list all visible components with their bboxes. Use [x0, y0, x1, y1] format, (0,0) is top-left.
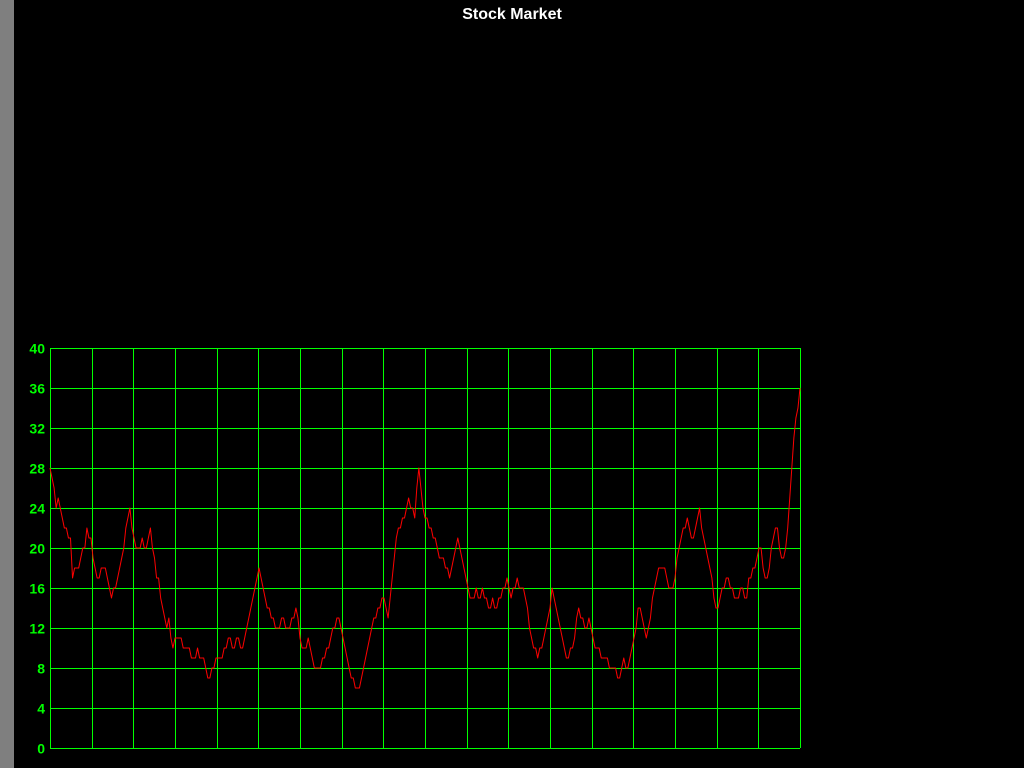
- chart-series-layer: [49, 387, 801, 689]
- y-tick-label: 8: [37, 661, 45, 677]
- y-tick-label: 36: [29, 381, 45, 397]
- y-tick-label: 24: [29, 501, 45, 517]
- chart-title: Stock Market: [462, 6, 562, 23]
- y-tick-label: 12: [29, 621, 45, 637]
- y-tick-label: 40: [29, 341, 45, 357]
- y-tick-label: 16: [29, 581, 45, 597]
- y-axis-labels: 0 4 8 12 16 20 24 28 32 36 40: [29, 341, 45, 757]
- window-side-strip: [0, 0, 14, 768]
- y-tick-label: 0: [37, 741, 45, 757]
- chart-grid: [50, 348, 801, 749]
- y-tick-label: 4: [37, 701, 45, 717]
- y-tick-label: 20: [29, 541, 45, 557]
- stock-price-line: [49, 387, 801, 689]
- y-tick-label: 28: [29, 461, 45, 477]
- y-tick-label: 32: [29, 421, 45, 437]
